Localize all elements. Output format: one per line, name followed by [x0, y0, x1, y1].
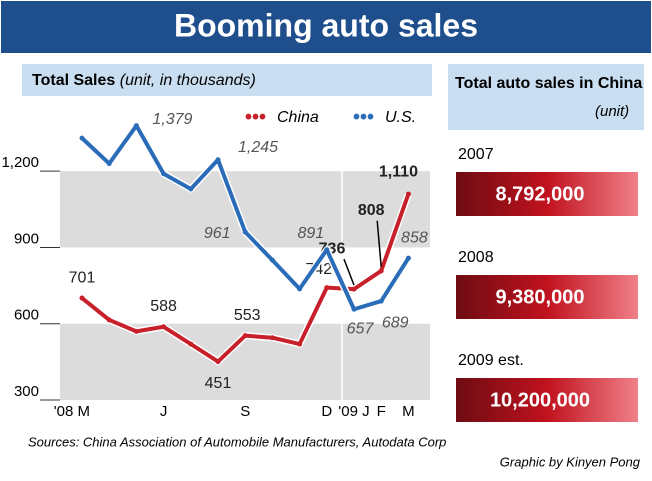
point [188, 341, 194, 347]
data-label: 858 [401, 229, 428, 246]
point [161, 324, 167, 330]
year-label: 2009 est. [458, 352, 524, 369]
point [133, 123, 139, 129]
x-tick-label: S [240, 403, 250, 420]
legend-dots: ••• [353, 106, 374, 128]
value-box [456, 172, 638, 216]
title-bar [1, 1, 651, 53]
leader [343, 258, 355, 286]
title: Booming auto sales [174, 7, 478, 43]
chart-subtitle: Total Sales (unit, in thousands) [32, 72, 256, 89]
legend-label: China [277, 109, 319, 126]
x-tick-label: F [377, 403, 386, 420]
point [351, 306, 357, 312]
point [378, 298, 384, 304]
data-label: 701 [69, 269, 96, 286]
side-header [448, 64, 644, 130]
legend-label: U.S. [385, 109, 416, 126]
x-tick-label: '08 M [54, 403, 90, 420]
y-tick-label: 300 [14, 383, 39, 400]
y-tick-label: 1,200 [1, 154, 39, 171]
sources: Sources: China Association of Automobile… [28, 434, 446, 449]
data-label: 657 [347, 320, 375, 337]
data-label: 1,110 [379, 163, 418, 180]
data-label: 1,245 [238, 139, 278, 156]
point [215, 359, 221, 365]
point [405, 191, 411, 197]
data-label: 1,379 [152, 111, 192, 128]
data-label: 961 [204, 225, 231, 242]
point [133, 328, 139, 334]
plot: 300 600 900 1,200 '08 M J S D '09 J F M 701 588 451 55… [1, 106, 430, 420]
value-box [456, 378, 638, 422]
data-label: 891 [297, 225, 324, 242]
value-text: 9,380,000 [496, 286, 585, 308]
point [242, 229, 248, 235]
data-label: 689 [382, 314, 409, 331]
point [242, 333, 248, 339]
point [324, 247, 330, 253]
point [297, 286, 303, 292]
year-label: 2008 [458, 249, 494, 266]
subtitle: Total Sales [32, 72, 115, 89]
legend-dots: ••• [245, 106, 266, 128]
point [215, 157, 221, 163]
data-label: 588 [150, 298, 177, 315]
point [106, 317, 112, 323]
leader [376, 220, 382, 267]
y-tick-label: 600 [14, 307, 39, 324]
point [161, 171, 167, 177]
x-tick-label: J [160, 403, 168, 420]
data-label: 553 [234, 307, 261, 324]
data-label: 808 [358, 202, 385, 219]
point [324, 285, 330, 291]
year-label: 2007 [458, 146, 494, 163]
x-tick-label: '09 J [338, 403, 369, 420]
x-tick-label: M [402, 403, 415, 420]
x-tick-label: D [321, 403, 332, 420]
value-box [456, 275, 638, 319]
point [269, 335, 275, 341]
side-title: Total auto sales in China [455, 75, 642, 92]
side-unit: (unit) [595, 103, 629, 120]
point [188, 186, 194, 192]
unit-note: (unit, in thousands) [120, 72, 256, 89]
point [405, 255, 411, 261]
point [297, 341, 303, 347]
point [79, 135, 85, 141]
data-label: 451 [205, 375, 232, 392]
credit: Graphic by Kinyen Pong [500, 454, 641, 469]
y-tick-label: 900 [14, 230, 39, 247]
chart-header [22, 64, 432, 96]
point [378, 268, 384, 274]
point [79, 295, 85, 301]
point [106, 161, 112, 167]
value-text: 8,792,000 [496, 183, 585, 205]
point [269, 257, 275, 263]
side-panel: 2007 8,792,000 2008 9,380,000 2009 est. 10,20… [456, 146, 638, 422]
value-text: 10,200,000 [490, 389, 590, 411]
point [351, 286, 357, 292]
